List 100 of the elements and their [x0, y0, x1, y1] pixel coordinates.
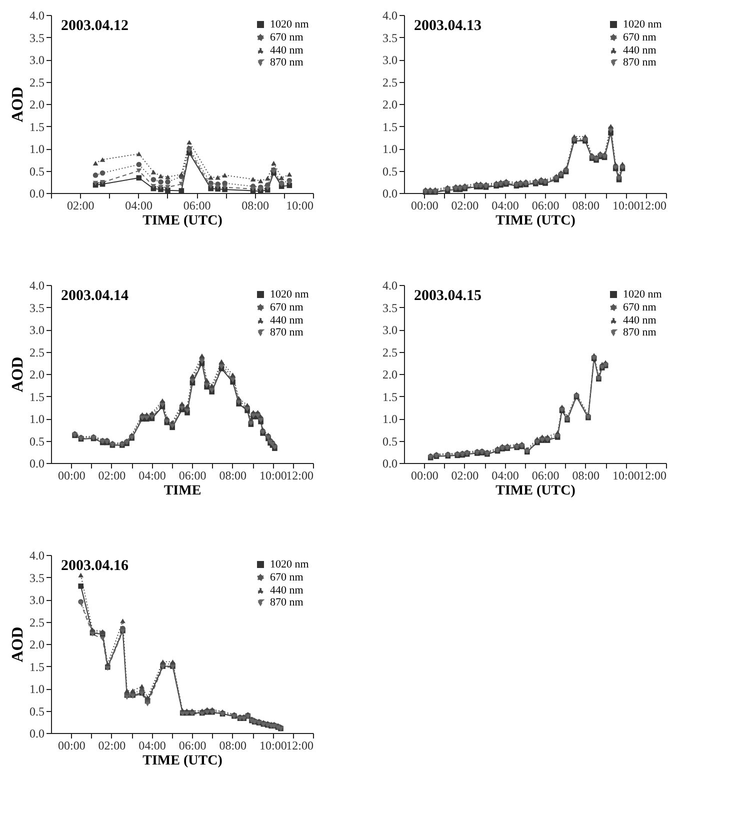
y-tick-label: 4.0 [30, 278, 44, 292]
y-tick-label: 1.0 [382, 412, 398, 426]
legend-label: 670 nm [270, 32, 304, 44]
y-tick-label: 0.5 [30, 434, 44, 448]
x-axis-title: TIME [164, 484, 202, 498]
chart-title: 2003.04.16 [61, 558, 129, 574]
legend-label: 670 nm [270, 572, 304, 584]
y-tick-label: 4.0 [30, 8, 44, 22]
x-axis-title: TIME (UTC) [142, 754, 223, 768]
x-tick-label: 12:00 [286, 738, 314, 752]
x-tick-label: 08:00 [572, 198, 600, 212]
y-tick-label: 0.0 [382, 456, 398, 470]
y-tick-label: 1.5 [30, 390, 44, 404]
x-tick-label: 12:00 [639, 468, 666, 482]
legend-label: 440 nm [623, 44, 657, 56]
y-tick-label: 4.0 [382, 8, 398, 22]
chart-title: 2003.04.14 [61, 288, 129, 304]
y-tick-label: 2.0 [30, 98, 44, 112]
x-tick-label: 02:00 [451, 468, 479, 482]
legend-label: 1020 nm [623, 18, 662, 30]
y-tick-label: 0.0 [30, 726, 44, 740]
y-tick-label: 1.5 [382, 120, 398, 134]
legend-label: 1020 nm [623, 288, 662, 300]
y-tick-label: 1.5 [30, 660, 44, 674]
x-tick-label: 10:00 [612, 198, 640, 212]
y-tick-label: 0.5 [382, 164, 398, 178]
x-tick-label: 02:00 [451, 198, 479, 212]
x-axis-title: TIME (UTC) [142, 214, 223, 228]
y-tick-label: 2.0 [382, 98, 398, 112]
x-tick-label: 08:00 [242, 198, 269, 212]
y-tick-label: 2.5 [382, 75, 398, 90]
y-tick-label: 0.0 [382, 186, 398, 200]
y-tick-label: 3.5 [30, 570, 44, 585]
y-tick-label: 1.5 [382, 390, 398, 404]
y-tick-label: 1.5 [30, 120, 44, 134]
x-axis-title: TIME (UTC) [496, 484, 576, 498]
legend-label: 440 nm [623, 314, 657, 326]
x-tick-label: 10:00 [260, 468, 287, 482]
legend-label: 670 nm [623, 32, 657, 44]
x-tick-label: 04:00 [138, 468, 166, 482]
y-tick-label: 2.5 [30, 615, 44, 630]
x-tick-label: 02:00 [66, 198, 94, 212]
legend-label: 870 nm [623, 56, 657, 68]
y-tick-label: 0.0 [30, 456, 44, 470]
y-tick-label: 3.5 [382, 30, 398, 45]
x-tick-label: 00:00 [58, 468, 86, 482]
legend-label: 1020 nm [270, 558, 310, 570]
y-tick-label: 3.0 [382, 53, 398, 67]
legend-label: 670 nm [623, 302, 657, 314]
legend-label: 870 nm [270, 326, 304, 338]
y-tick-label: 4.0 [30, 548, 44, 562]
y-tick-label: 2.0 [30, 368, 44, 382]
x-tick-label: 02:00 [98, 738, 126, 752]
y-tick-label: 3.0 [382, 323, 398, 337]
y-tick-label: 3.0 [30, 593, 44, 607]
x-tick-label: 10:00 [260, 738, 287, 752]
legend-label: 440 nm [270, 584, 304, 596]
x-tick-label: 04:00 [492, 468, 519, 482]
y-tick-label: 2.0 [382, 368, 398, 382]
x-tick-label: 00:00 [58, 738, 86, 752]
y-tick-label: 1.0 [382, 142, 398, 156]
y-tick-label: 2.5 [382, 345, 398, 360]
y-tick-label: 0.5 [382, 434, 398, 448]
y-tick-label: 4.0 [382, 278, 398, 292]
legend-label: 870 nm [270, 56, 304, 68]
chart-title: 2003.04.12 [61, 18, 128, 34]
x-tick-label: 12:00 [286, 468, 314, 482]
x-tick-label: 00:00 [410, 468, 438, 482]
y-axis-title: AOD [10, 86, 26, 122]
y-tick-label: 2.5 [30, 75, 44, 90]
y-axis-title: AOD [10, 626, 26, 662]
x-tick-label: 06:00 [183, 198, 211, 212]
y-tick-label: 3.5 [382, 300, 398, 315]
y-tick-label: 3.0 [30, 53, 44, 67]
x-tick-label: 06:00 [178, 468, 206, 482]
y-axis-title: AOD [10, 356, 26, 392]
legend-label: 1020 nm [270, 18, 310, 30]
x-tick-label: 04:00 [492, 198, 519, 212]
chart-title: 2003.04.13 [414, 18, 482, 34]
x-tick-label: 08:00 [219, 738, 247, 752]
y-tick-label: 3.5 [30, 30, 44, 45]
legend-label: 870 nm [270, 596, 304, 608]
x-axis-title: TIME (UTC) [496, 214, 576, 228]
y-tick-label: 2.5 [30, 345, 44, 360]
x-tick-label: 04:00 [138, 738, 166, 752]
x-tick-label: 12:00 [639, 198, 666, 212]
y-tick-label: 1.0 [30, 142, 44, 156]
x-tick-label: 06:00 [532, 198, 560, 212]
y-tick-label: 1.0 [30, 412, 44, 426]
y-tick-label: 1.0 [30, 682, 44, 696]
legend-label: 670 nm [270, 302, 304, 314]
y-tick-label: 3.5 [30, 300, 44, 315]
y-tick-label: 0.0 [30, 186, 44, 200]
y-tick-label: 2.0 [30, 638, 44, 652]
y-tick-label: 0.5 [30, 164, 44, 178]
legend-label: 870 nm [623, 326, 657, 338]
x-tick-label: 06:00 [178, 738, 206, 752]
x-tick-label: 08:00 [572, 468, 600, 482]
legend-label: 440 nm [270, 44, 304, 56]
legend-label: 1020 nm [270, 288, 310, 300]
